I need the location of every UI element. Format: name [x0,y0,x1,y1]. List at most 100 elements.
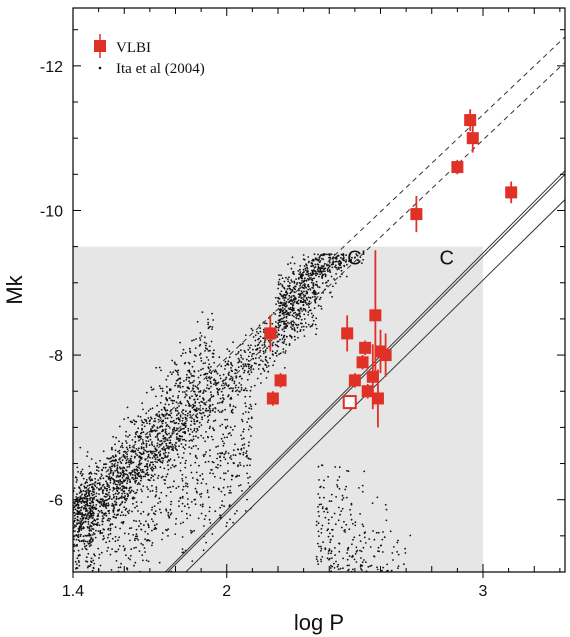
ita-dot [184,416,187,419]
ita-dot [159,426,161,429]
ita-dot [149,456,151,459]
ita-dot [160,408,163,411]
ita-dot [190,405,192,407]
ita-dot [144,538,147,541]
ita-dot [299,315,302,318]
ita-dot [182,427,184,430]
ita-dot [285,297,287,299]
ita-dot [167,375,169,377]
ita-dot [343,265,346,268]
ita-dot [122,514,125,516]
ita-dot [106,493,108,496]
ita-dot [108,495,111,498]
vlbi-point-17 [466,132,479,145]
ita-dot [277,329,280,332]
ita-dot [305,286,307,289]
ita-dot [142,408,144,411]
ita-dot [146,533,149,535]
ita-dot [290,267,293,270]
ita-dot [92,488,94,491]
ita-dot [314,283,317,286]
ita-dot [111,463,113,465]
ita-dot [208,371,211,373]
ita-dot [129,446,131,449]
ita-dot [190,373,192,375]
ita-dot [259,340,262,342]
ita-dot [281,338,284,340]
ita-dot [136,505,138,507]
ita-dot [211,356,214,358]
ita-dot [102,500,105,503]
ita-dot [97,500,99,503]
ita-dot [228,387,231,390]
ita-dot [189,428,192,431]
ita-dot [188,362,191,365]
ita-dot [323,510,325,513]
ita-dot [101,523,104,526]
ita-dot [362,258,365,261]
ita-dot [199,404,202,407]
ita-dot [235,476,237,478]
ita-dot [229,405,232,407]
ita-dot [196,398,199,401]
ita-dot [165,378,168,381]
ita-dot [238,484,240,487]
ita-dot [164,430,167,433]
ita-dot [346,263,348,266]
ita-dot [320,503,323,506]
ita-dot [159,500,162,503]
ita-dot [152,424,155,426]
ita-dot [303,265,306,267]
ita-dot [186,414,189,417]
ita-dot [89,564,92,566]
ita-dot [137,427,140,430]
ita-dot [124,547,126,550]
ita-dot [242,358,244,360]
ita-dot [349,513,352,516]
ita-dot [171,447,174,450]
ita-dot [295,301,298,304]
ita-dot [97,514,99,517]
ita-dot [146,422,148,425]
ita-dot [167,514,170,516]
ita-dot [139,468,142,471]
ita-dot [327,552,330,555]
ita-dot [231,378,234,380]
ita-dot [147,512,150,515]
y-tick-label: -8 [49,348,63,365]
ita-dot [189,433,191,436]
ita-dot [109,472,112,474]
ita-dot [389,530,392,533]
ita-dot [283,316,286,319]
ita-dot [128,463,131,466]
ita-dot [337,255,340,257]
ita-dot [108,485,110,487]
ita-dot [297,299,300,302]
ita-dot [201,401,204,403]
ita-dot [336,565,339,568]
ita-dot [161,390,164,393]
ita-dot [155,395,157,398]
ita-dot [318,545,320,548]
ita-dot [240,354,242,357]
ita-dot [250,426,253,429]
ita-dot [304,285,306,288]
ita-dot [197,436,200,439]
ita-dot [149,416,152,419]
ita-dot [382,566,385,569]
ita-dot [212,438,214,441]
ita-dot [221,423,224,426]
ita-dot [240,434,242,437]
ita-dot [127,461,130,464]
ita-dot [141,554,144,556]
ita-dot [330,493,333,496]
ita-dot [145,440,148,442]
ita-dot [126,453,129,456]
ita-dot [86,504,89,506]
ita-dot [122,485,124,487]
ita-dot [200,492,203,495]
ita-dot [290,323,293,326]
ita-dot [141,424,144,426]
ita-dot [131,469,134,472]
ita-dot [203,518,206,520]
